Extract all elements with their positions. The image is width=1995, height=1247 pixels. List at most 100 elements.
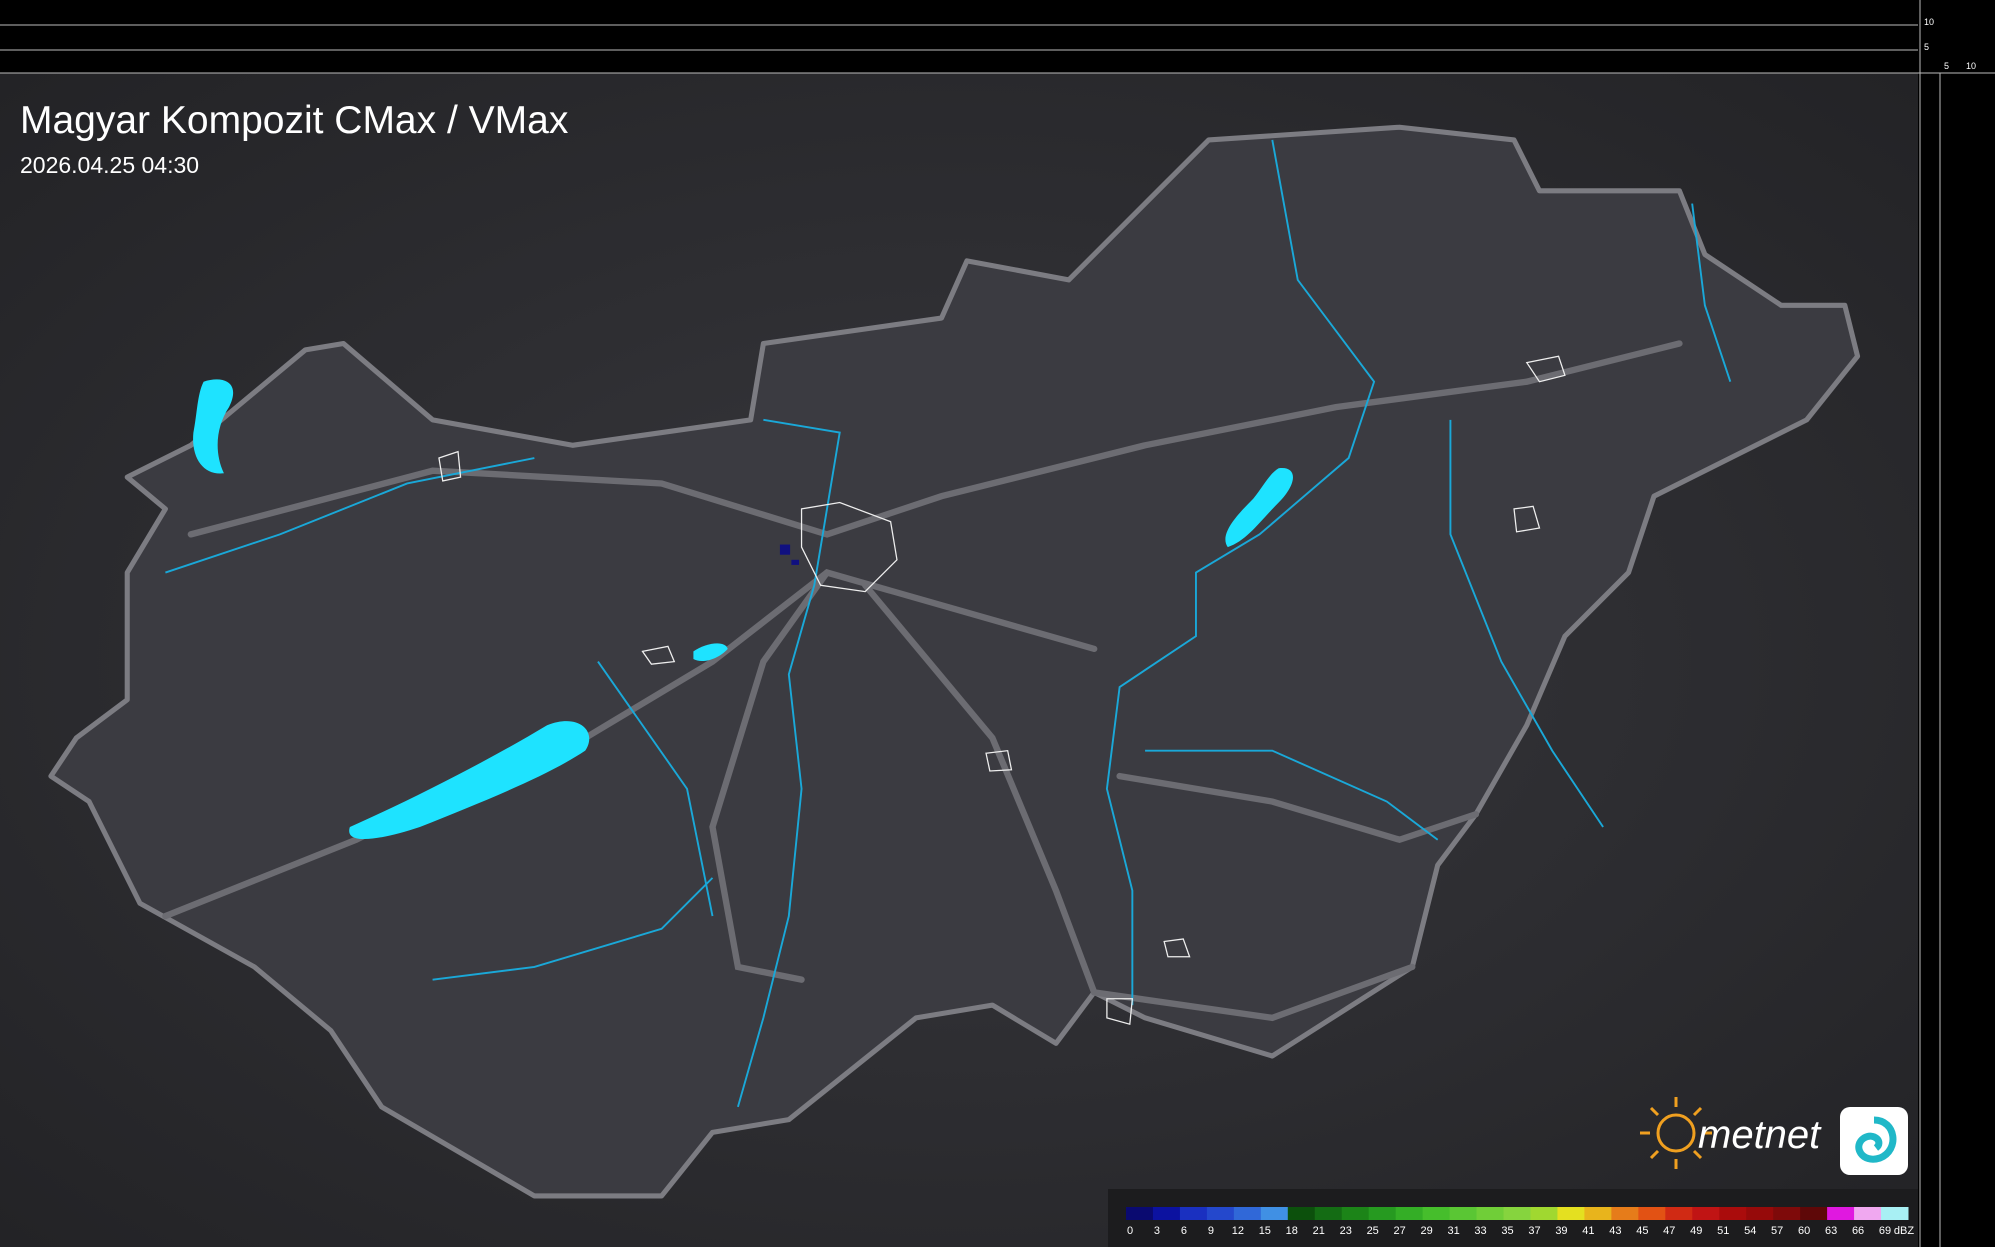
legend-label: 51 [1717, 1225, 1729, 1237]
country-map [48, 124, 1861, 1199]
legend-label: 33 [1474, 1225, 1486, 1237]
legend-label: 15 [1259, 1225, 1271, 1237]
logo: metnet [1640, 1097, 1908, 1175]
legend-swatch [1584, 1207, 1612, 1220]
lake [349, 721, 590, 840]
legend-label: 60 [1798, 1225, 1810, 1237]
legend-swatch [1638, 1207, 1666, 1220]
scale-label: 10 [1924, 17, 1934, 27]
legend-swatch [1179, 1207, 1208, 1220]
town [800, 501, 898, 593]
legend-label: 66 [1852, 1225, 1864, 1237]
road [861, 582, 1098, 996]
town [438, 450, 462, 482]
lakes [193, 379, 1293, 840]
legend-label: 47 [1663, 1225, 1675, 1237]
country-outline [48, 124, 1861, 1199]
legend-label: 6 [1181, 1225, 1187, 1237]
legend-swatch [1287, 1207, 1316, 1220]
road [582, 569, 1098, 742]
river [597, 661, 714, 917]
legend-label: 25 [1367, 1225, 1379, 1237]
river [1691, 203, 1732, 382]
legend-swatch [1314, 1207, 1343, 1220]
legend-unit: dBZ [1894, 1225, 1914, 1237]
legend-label: 49 [1690, 1225, 1702, 1237]
river [1145, 749, 1439, 841]
legend-swatch [1854, 1207, 1882, 1220]
road [1090, 963, 1416, 1022]
logo-text: metnet [1698, 1113, 1822, 1157]
rivers [165, 139, 1732, 1108]
legend-swatch [1126, 1207, 1154, 1220]
legend-label: 0 [1127, 1225, 1133, 1237]
legend-label: 63 [1825, 1225, 1837, 1237]
sun-icon [1640, 1097, 1712, 1169]
legend-swatch [1341, 1207, 1370, 1220]
scale-label: 10 [1966, 61, 1976, 71]
legend-label: 31 [1447, 1225, 1459, 1237]
legend-label: 54 [1744, 1225, 1756, 1237]
legend-swatch [1476, 1207, 1505, 1220]
legend-swatch [1530, 1207, 1558, 1220]
lake [1225, 467, 1293, 548]
town [1513, 505, 1541, 533]
legend-swatch [1395, 1207, 1424, 1220]
road [187, 340, 1683, 538]
legend-label: 39 [1555, 1225, 1567, 1237]
legend-label: 45 [1636, 1225, 1648, 1237]
legend-label: 27 [1394, 1225, 1406, 1237]
legend-swatch [1746, 1207, 1774, 1220]
echoes [779, 544, 800, 565]
legend-label: 3 [1154, 1225, 1160, 1237]
legend-swatch [1557, 1207, 1585, 1220]
legend-swatch [1233, 1207, 1262, 1220]
legend-swatch [1773, 1207, 1801, 1220]
legend-swatch [1719, 1207, 1747, 1220]
legend-label: 37 [1528, 1225, 1540, 1237]
legend-label: 57 [1771, 1225, 1783, 1237]
echo [779, 544, 791, 555]
legend-swatch [1881, 1207, 1909, 1220]
town [1106, 998, 1134, 1026]
road [709, 569, 831, 983]
legend-label: 9 [1208, 1225, 1214, 1237]
towns [438, 355, 1566, 1026]
town [1525, 355, 1566, 383]
timestamp: 2026.04.25 04:30 [20, 152, 199, 178]
river [1449, 419, 1604, 828]
legend-label: 23 [1340, 1225, 1352, 1237]
legend-swatch [1692, 1207, 1720, 1220]
road [1116, 772, 1480, 844]
river [1105, 139, 1376, 1006]
town [1163, 938, 1191, 958]
legend-swatch [1503, 1207, 1531, 1220]
legend-label: 69 [1879, 1225, 1891, 1237]
legend-swatch [1260, 1207, 1289, 1220]
scale-label: 5 [1924, 42, 1929, 52]
legend-swatch [1665, 1207, 1693, 1220]
map-title: Magyar Kompozit CMax / VMax [20, 99, 569, 142]
legend-label: 43 [1609, 1225, 1621, 1237]
town [985, 749, 1013, 772]
legend-swatch [1206, 1207, 1235, 1220]
legend-label: 41 [1582, 1225, 1594, 1237]
scale-label: 5 [1944, 61, 1949, 71]
legend-swatch [1827, 1207, 1855, 1220]
legend-label: 18 [1286, 1225, 1298, 1237]
logo-swirl [1855, 1116, 1897, 1163]
river [165, 457, 535, 574]
legend-label: 12 [1232, 1225, 1244, 1237]
legend-swatch [1800, 1207, 1828, 1220]
legend-label: 35 [1501, 1225, 1513, 1237]
legend-swatch [1152, 1207, 1181, 1220]
legend-swatch [1449, 1207, 1478, 1220]
legend-swatch [1368, 1207, 1397, 1220]
legend-label: 29 [1420, 1225, 1432, 1237]
lake [193, 379, 234, 474]
legend-swatch [1422, 1207, 1451, 1220]
lake [693, 643, 728, 662]
color-legend: 0 3 6 9 12 15 18 21 23 25 27 29 31 33 35 37 39 41 43 45 47 49… [1126, 1207, 1914, 1237]
